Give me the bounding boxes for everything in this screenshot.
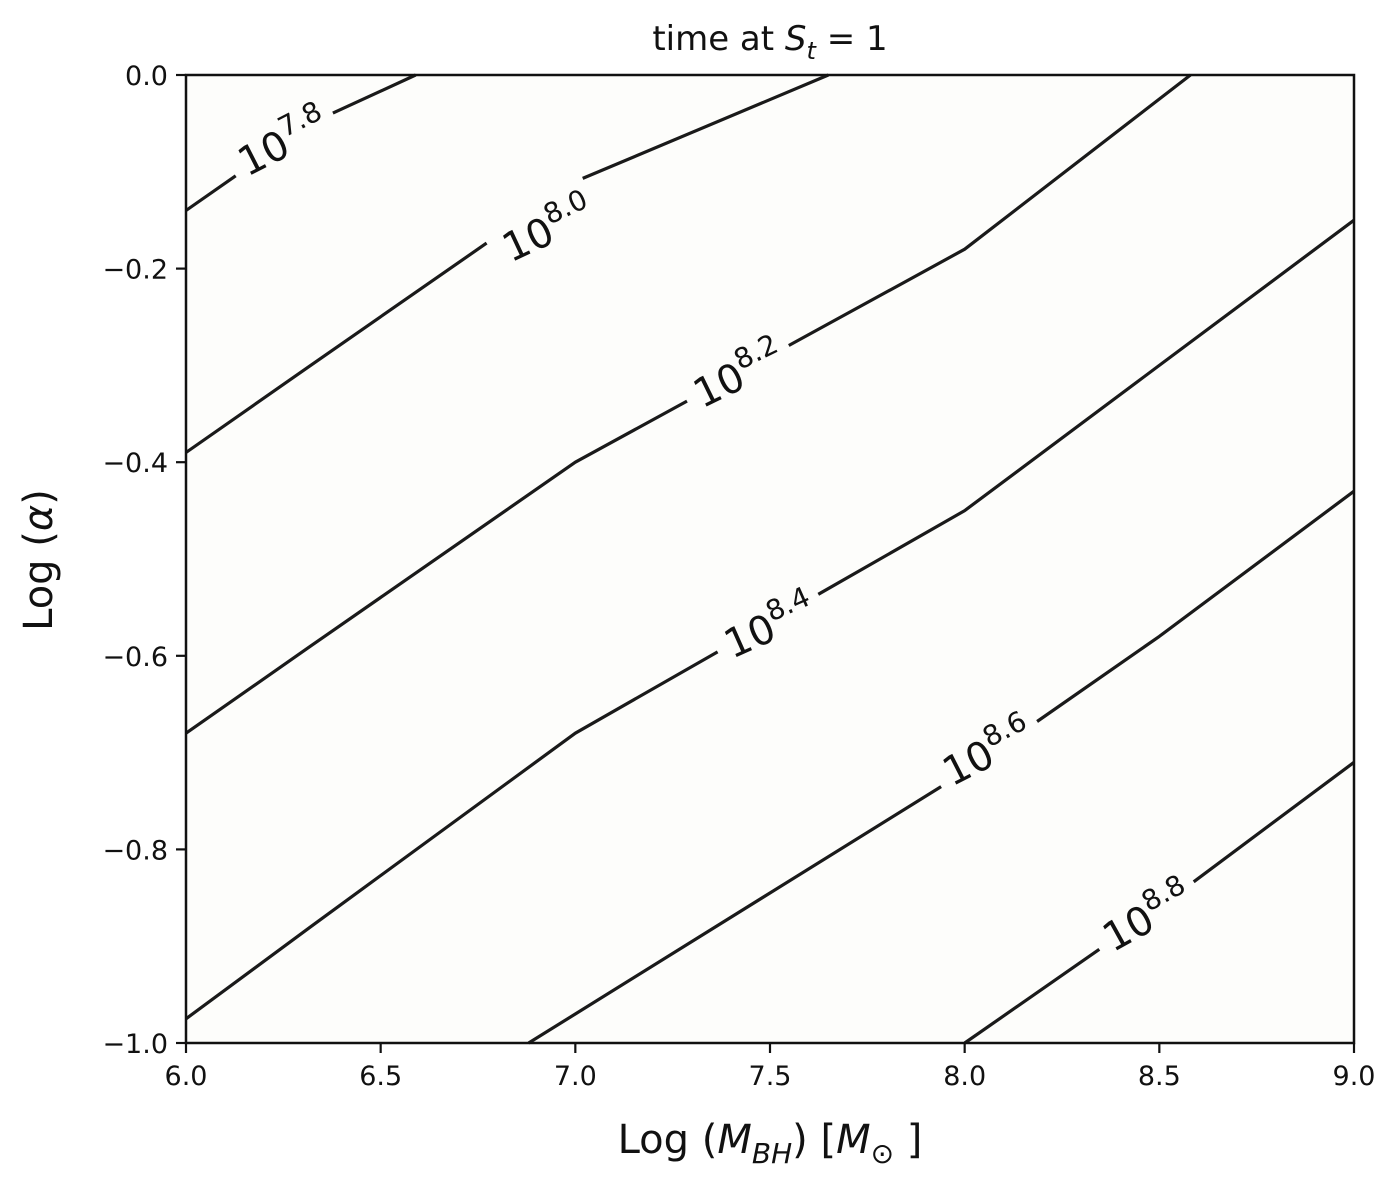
- x-tick-label: 7.5: [749, 1061, 792, 1092]
- chart-title: time at St = 1: [652, 19, 887, 65]
- x-tick-label: 6.5: [359, 1061, 402, 1092]
- x-tick-label: 8.0: [943, 1061, 986, 1092]
- y-tick-label: 0.0: [125, 61, 168, 92]
- x-tick-label: 9.0: [1333, 1061, 1376, 1092]
- y-tick-label: −0.2: [102, 255, 168, 286]
- contour-line: [527, 785, 942, 1045]
- contour-line: [185, 174, 237, 212]
- x-tick-label: 8.5: [1138, 1061, 1181, 1092]
- contour-line: [817, 218, 1355, 596]
- contour-line: [185, 241, 488, 454]
- y-axis-label: Log (α): [16, 489, 62, 631]
- x-tick-label: 7.0: [554, 1061, 597, 1092]
- x-axis-label: Log (MBH) [M⊙ ]: [618, 1117, 923, 1170]
- x-axis-ticks: 6.0 6.5 7.0 7.5 8.0 8.5 9.0: [165, 1043, 1376, 1092]
- contour-line: [1192, 761, 1355, 884]
- y-axis-ticks: 0.0 −0.2 −0.4 −0.6 −0.8 −1.0: [102, 61, 186, 1060]
- contour-line: [185, 399, 688, 735]
- contour-line: [332, 73, 417, 115]
- y-tick-label: −1.0: [102, 1029, 168, 1060]
- contour-line: [788, 73, 1192, 347]
- contour-line: [963, 947, 1101, 1045]
- contour-line: [582, 73, 830, 180]
- y-tick-label: −0.6: [102, 642, 168, 673]
- contour-line: [1036, 489, 1355, 723]
- contour-line: [185, 650, 719, 1021]
- y-tick-label: −0.8: [102, 835, 168, 866]
- x-tick-label: 6.0: [165, 1061, 208, 1092]
- plot-area: [186, 75, 1354, 1043]
- y-tick-label: −0.4: [102, 448, 168, 479]
